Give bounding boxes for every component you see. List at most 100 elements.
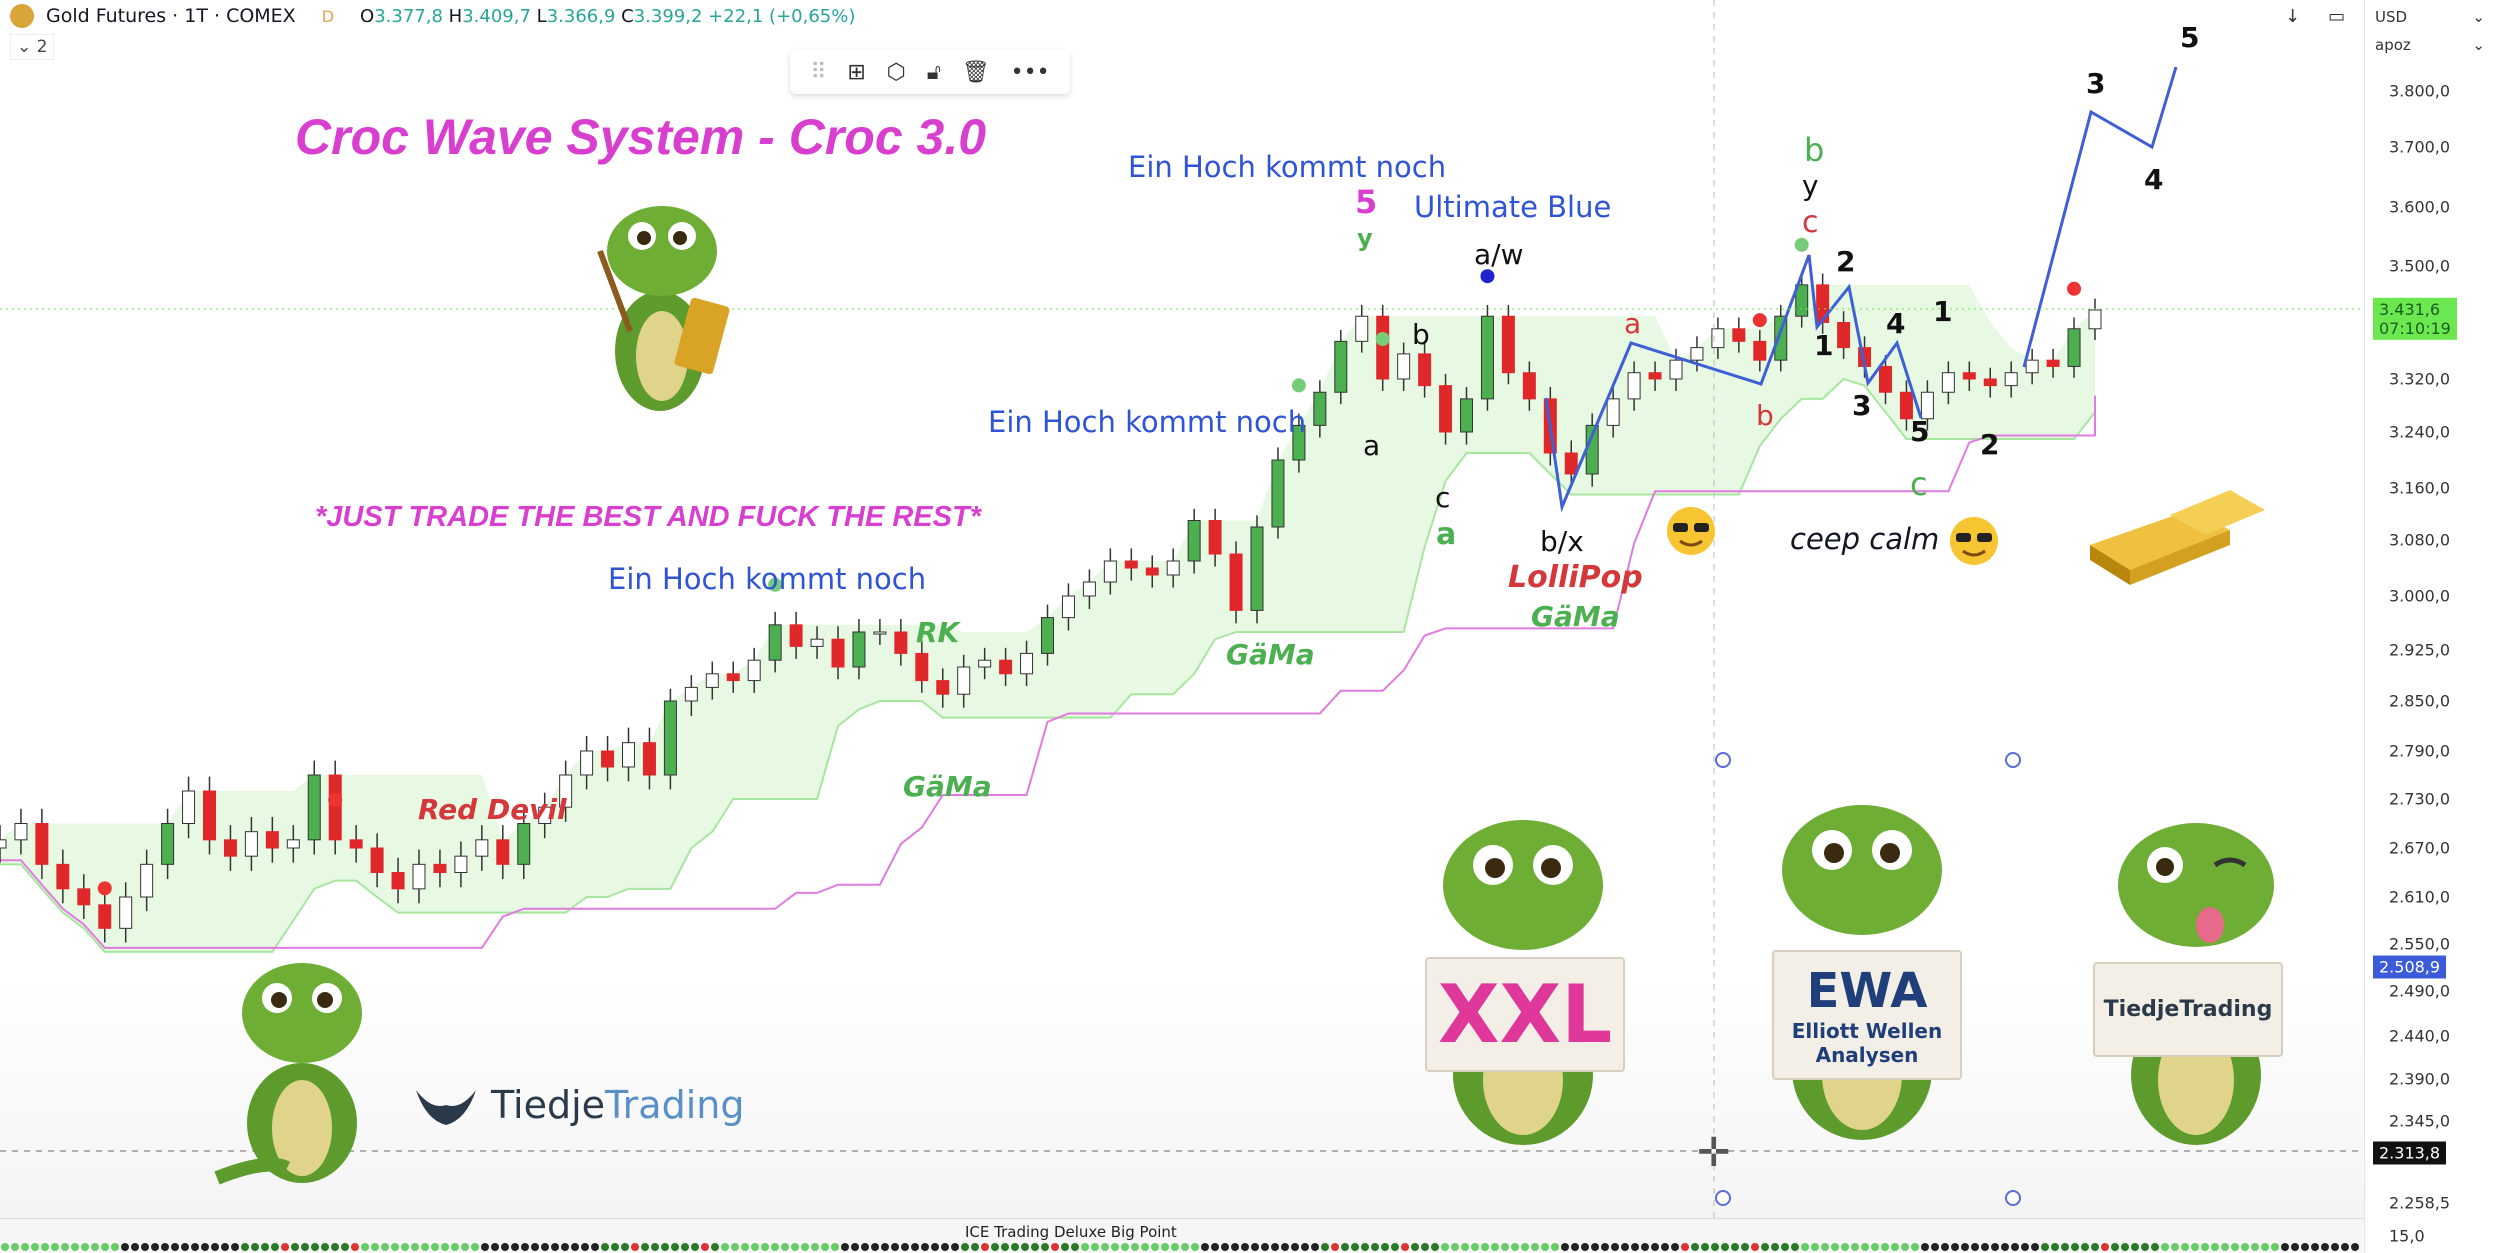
symbol-title[interactable]: Gold Futures · 1T · COMEX bbox=[46, 5, 296, 27]
indicator-dot bbox=[2191, 1243, 2199, 1251]
price-tick-label: 2.258,5 bbox=[2389, 1193, 2451, 1213]
object-tree-add-icon[interactable]: ⊞ bbox=[847, 59, 866, 85]
candle bbox=[1229, 553, 1243, 611]
indicator-dot bbox=[1721, 1243, 1729, 1251]
price-axis[interactable]: ↓ ▭ USD ⌄ apoz ⌄ 3.800,0 3.700,0 3.600,0 3.50… bbox=[2285, 0, 2500, 1253]
drawing-anchor-handle[interactable] bbox=[1715, 1190, 1731, 1206]
chart-area[interactable]: Gold Futures · 1T · COMEX D O3.377,8 H3.… bbox=[0, 0, 2364, 1218]
price-plot[interactable] bbox=[0, 0, 2364, 1218]
legend-collapse-toggle[interactable]: ⌄ 2 bbox=[10, 34, 55, 60]
candle bbox=[789, 624, 803, 647]
candle bbox=[182, 790, 196, 824]
candle bbox=[1145, 567, 1159, 576]
indicator-dot bbox=[1831, 1243, 1839, 1251]
candle bbox=[726, 673, 740, 682]
indicator-dot bbox=[161, 1243, 169, 1251]
last-price-label: 3.431,6 07:10:19 bbox=[2373, 297, 2457, 341]
candle bbox=[475, 839, 489, 857]
indicator-dot bbox=[1231, 1243, 1239, 1251]
signal-marker bbox=[1794, 237, 1809, 252]
price-tick-label: 3.080,0 bbox=[2389, 530, 2451, 550]
ewa-sign-line: Elliott Wellen bbox=[1791, 1019, 1943, 1043]
settings-hex-icon[interactable]: ⬡ bbox=[886, 59, 906, 85]
indicator-dot bbox=[2171, 1243, 2179, 1251]
signal-marker bbox=[2067, 281, 2082, 296]
drawing-anchor-handle[interactable] bbox=[2005, 1190, 2021, 1206]
candle bbox=[2067, 328, 2081, 367]
interval-badge: D bbox=[321, 6, 335, 26]
indicator-dot bbox=[1251, 1243, 1259, 1251]
indicator-dot bbox=[1521, 1243, 1529, 1251]
candle bbox=[1103, 560, 1117, 583]
indicator-dot bbox=[2321, 1243, 2329, 1251]
indicator-dot bbox=[401, 1243, 409, 1251]
indicator-dot bbox=[651, 1243, 659, 1251]
candle bbox=[1501, 315, 1515, 374]
price-tick-label: 2.345,0 bbox=[2389, 1111, 2451, 1131]
candle bbox=[1355, 315, 1369, 342]
signal-marker bbox=[1375, 332, 1390, 346]
indicator-dot bbox=[1121, 1243, 1129, 1251]
wave-label: 5 bbox=[1355, 183, 1378, 221]
candle bbox=[203, 790, 216, 841]
candle bbox=[1962, 372, 1976, 380]
baseline-line bbox=[0, 395, 2096, 949]
candle bbox=[1041, 617, 1054, 654]
unit-select[interactable]: apoz ⌄ bbox=[2375, 36, 2485, 54]
indicator-dot bbox=[2241, 1243, 2249, 1251]
indicator-dot bbox=[1291, 1243, 1299, 1251]
indicator-dot bbox=[1761, 1243, 1769, 1251]
indicator-pane[interactable]: ICE Trading Deluxe Big Point bbox=[0, 1218, 2364, 1253]
drag-handle-icon[interactable]: ⠿ bbox=[810, 59, 827, 85]
indicator-dot bbox=[851, 1243, 859, 1251]
indicator-dot bbox=[1991, 1243, 1999, 1251]
indicator-dot bbox=[211, 1243, 219, 1251]
candle bbox=[663, 700, 677, 776]
indicator-dot bbox=[1871, 1243, 1879, 1251]
indicator-dot bbox=[1571, 1243, 1579, 1251]
trash-icon[interactable]: 🗑︎ bbox=[961, 59, 990, 85]
unlock-icon[interactable]: 🔓︎ bbox=[926, 59, 941, 85]
candle bbox=[1606, 398, 1620, 426]
candle bbox=[1753, 340, 1767, 361]
candle bbox=[957, 666, 971, 695]
candle bbox=[2025, 359, 2039, 374]
indicator-dot bbox=[2341, 1243, 2349, 1251]
indicator-dot bbox=[1431, 1243, 1439, 1251]
ewa-sign-line: Analysen bbox=[1815, 1043, 1919, 1067]
arrow-down-icon[interactable]: ↓ bbox=[2285, 6, 2301, 27]
candle bbox=[2046, 359, 2060, 367]
candle bbox=[223, 839, 237, 857]
indicator-dot bbox=[1891, 1243, 1899, 1251]
indicator-dot bbox=[1951, 1243, 1959, 1251]
candle bbox=[1187, 520, 1201, 562]
indicator-dot bbox=[1261, 1243, 1269, 1251]
currency-select[interactable]: USD ⌄ bbox=[2375, 8, 2485, 26]
drawing-anchor-handle[interactable] bbox=[2005, 752, 2021, 768]
indicator-dot bbox=[1631, 1243, 1639, 1251]
indicator-dot bbox=[1851, 1243, 1859, 1251]
ein-hoch-label: Ein Hoch kommt noch bbox=[1128, 150, 1447, 184]
indicator-dot bbox=[1471, 1243, 1479, 1251]
indicator-dot bbox=[91, 1243, 99, 1251]
indicator-dot bbox=[1811, 1243, 1819, 1251]
price-tick-label: 3.320,0 bbox=[2389, 369, 2451, 389]
drawing-anchor-handle[interactable] bbox=[1715, 752, 1731, 768]
more-icon[interactable]: ••• bbox=[1010, 59, 1050, 85]
indicator-dot bbox=[141, 1243, 149, 1251]
indicator-dot bbox=[2281, 1243, 2289, 1251]
candle bbox=[2004, 372, 2018, 387]
indicator-dot bbox=[1211, 1243, 1219, 1251]
fullscreen-icon[interactable]: ▭ bbox=[2328, 6, 2346, 27]
wave-label: c bbox=[1910, 465, 1928, 503]
candle bbox=[1983, 378, 1997, 387]
wave-label: 4 bbox=[2144, 163, 2164, 196]
wave-label: a bbox=[1363, 429, 1381, 462]
indicator-dot bbox=[1651, 1243, 1659, 1251]
indicator-dot bbox=[2211, 1243, 2219, 1251]
indicator-dot bbox=[1281, 1243, 1289, 1251]
indicator-dot bbox=[1671, 1243, 1679, 1251]
indicator-dot bbox=[1191, 1243, 1199, 1251]
candle bbox=[1208, 520, 1222, 555]
signal-marker bbox=[328, 792, 343, 807]
